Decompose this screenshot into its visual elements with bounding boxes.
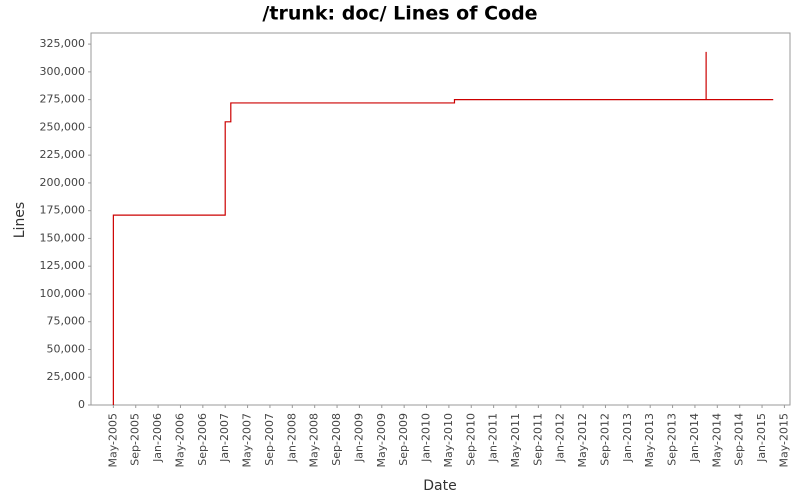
x-tick-label: Sep-2013: [666, 413, 679, 466]
x-tick-label: Sep-2007: [263, 413, 276, 466]
x-tick-label: Sep-2005: [129, 413, 142, 466]
x-tick-label: Sep-2011: [531, 413, 544, 466]
x-tick-label: May-2009: [375, 413, 388, 468]
x-tick-label: May-2011: [509, 413, 522, 468]
x-tick-label: Jan-2006: [151, 413, 164, 463]
plot-area: [90, 32, 791, 406]
x-tick-label: May-2005: [106, 413, 119, 468]
y-tick-label: 0: [78, 398, 85, 411]
x-tick-label: May-2008: [308, 413, 321, 468]
x-tick-label: Jan-2009: [352, 413, 365, 463]
y-tick-label: 50,000: [47, 342, 86, 355]
chart-title: /trunk: doc/ Lines of Code: [262, 3, 537, 25]
x-tick-label: Sep-2010: [464, 413, 477, 466]
x-tick-label: Jan-2011: [487, 413, 500, 463]
y-tick-label: 300,000: [40, 65, 86, 78]
x-tick-label: Jan-2010: [420, 413, 433, 463]
y-tick-label: 275,000: [40, 93, 86, 106]
x-tick-label: May-2013: [643, 413, 656, 468]
y-tick-label: 175,000: [40, 204, 86, 217]
y-tick-label: 200,000: [40, 176, 86, 189]
x-tick-label: Sep-2006: [196, 413, 209, 466]
x-tick-label: Sep-2009: [397, 413, 410, 466]
x-tick-label: May-2014: [710, 413, 723, 468]
data-line: [112, 51, 774, 405]
x-tick-label: Jan-2014: [688, 413, 701, 463]
x-tick-label: May-2006: [173, 413, 186, 468]
y-tick-label: 225,000: [40, 148, 86, 161]
x-tick-label: Jan-2007: [218, 413, 231, 463]
x-tick-label: Sep-2012: [598, 413, 611, 466]
x-tick-label: May-2012: [576, 413, 589, 468]
y-tick-label: 100,000: [40, 287, 86, 300]
y-tick-label: 325,000: [40, 37, 86, 50]
x-tick-label: May-2015: [777, 413, 790, 468]
y-tick-label: 250,000: [40, 120, 86, 133]
y-axis-title: Lines: [12, 202, 28, 238]
x-tick-label: May-2010: [442, 413, 455, 468]
y-tick-label: 75,000: [47, 315, 86, 328]
x-tick-label: Sep-2008: [330, 413, 343, 466]
x-tick-label: May-2007: [241, 413, 254, 468]
x-tick-label: Jan-2013: [621, 413, 634, 463]
y-tick-label: 125,000: [40, 259, 86, 272]
x-tick-label: Sep-2014: [733, 413, 746, 466]
x-tick-label: Jan-2015: [755, 413, 768, 463]
y-tick-label: 25,000: [47, 370, 86, 383]
x-tick-label: Jan-2012: [554, 413, 567, 463]
y-tick-label: 150,000: [40, 231, 86, 244]
x-tick-label: Jan-2008: [285, 413, 298, 463]
x-axis-title: Date: [423, 478, 456, 494]
